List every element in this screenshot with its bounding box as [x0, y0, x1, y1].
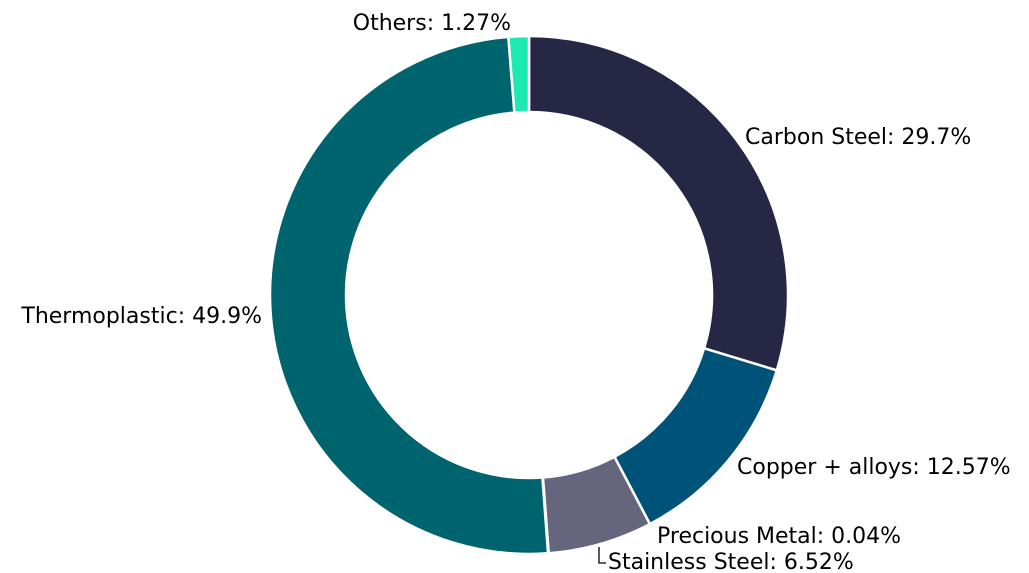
slices-group: [268, 34, 790, 556]
label-stainless-steel: Stainless Steel: 6.52%: [608, 550, 854, 573]
slice-copper-alloys: [612, 346, 779, 526]
label-carbon-steel: Carbon Steel: 29.7%: [745, 125, 971, 150]
label-precious-metal: Precious Metal: 0.04%: [657, 524, 901, 549]
label-thermoplastic: Thermoplastic: 49.9%: [20, 304, 262, 329]
label-copper-alloys: Copper + alloys: 12.57%: [737, 455, 1011, 480]
slice-others: [507, 34, 531, 114]
leader-lines-group: [598, 547, 606, 564]
leader-line-stainless-steel: [598, 547, 606, 564]
slice-thermoplastic: [268, 35, 550, 556]
label-others: Others: 1.27%: [353, 11, 511, 36]
slice-carbon-steel: [527, 34, 790, 372]
slice-labels-group: Carbon Steel: 29.7% Copper + alloys: 12.5…: [20, 11, 1010, 573]
